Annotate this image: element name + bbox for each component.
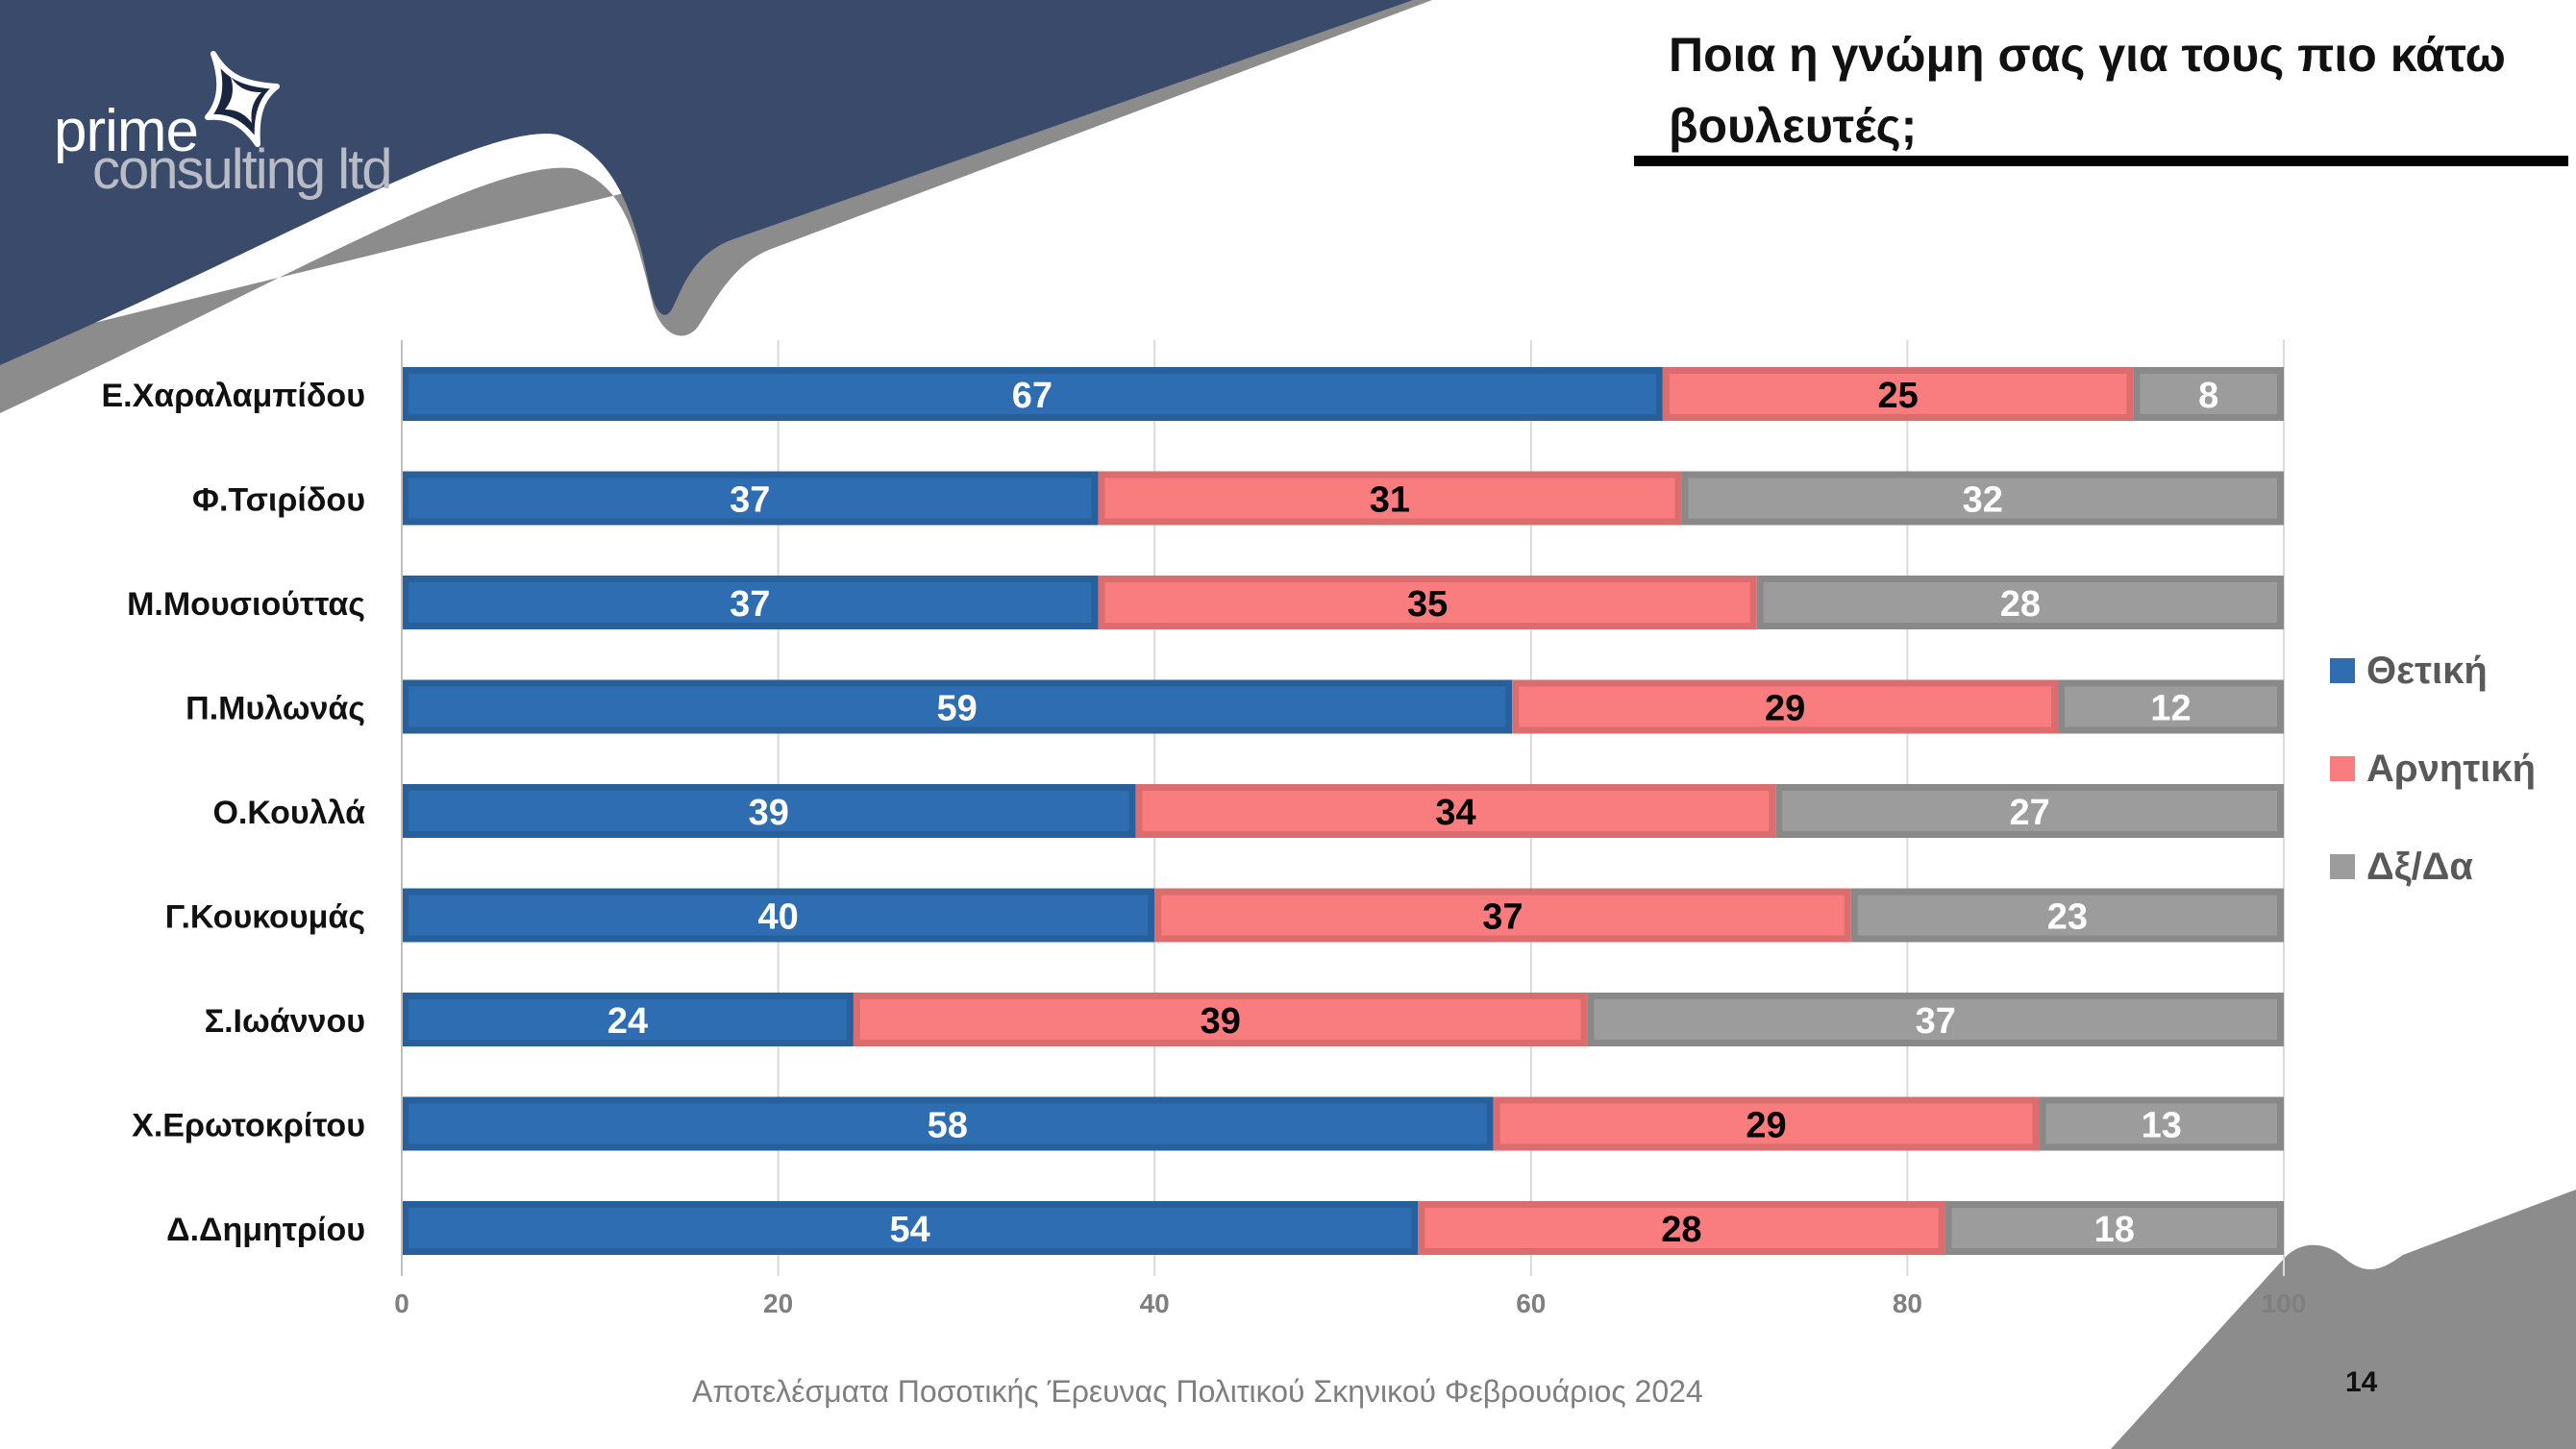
bar-segment-inner bbox=[2065, 686, 2277, 727]
data-label: 59 bbox=[936, 689, 977, 729]
data-label: 54 bbox=[890, 1210, 930, 1250]
slide-title: Ποια η γνώμη σας για τους πιο κάτω βουλε… bbox=[1669, 28, 2506, 153]
legend-swatch-dk bbox=[2330, 854, 2355, 879]
data-label: 25 bbox=[1877, 376, 1918, 416]
legend-swatch-negative bbox=[2330, 756, 2355, 781]
bar-segment-inner bbox=[409, 791, 1129, 831]
data-label: 39 bbox=[749, 793, 789, 833]
x-tick-label: 40 bbox=[1140, 1289, 1170, 1318]
data-label: 37 bbox=[1482, 897, 1523, 938]
data-label: 37 bbox=[730, 480, 770, 521]
data-label: 18 bbox=[2094, 1210, 2135, 1250]
bar-segment-inner bbox=[1104, 478, 1675, 519]
x-tick-label: 20 bbox=[763, 1289, 793, 1318]
bar-segment-inner bbox=[409, 1208, 1412, 1248]
data-label: 23 bbox=[2047, 897, 2088, 938]
company-logo: prime consulting ltd bbox=[50, 48, 396, 202]
data-label: 67 bbox=[1012, 376, 1053, 416]
bar-segment-inner bbox=[1519, 686, 2052, 727]
bar-segment-inner bbox=[1857, 895, 2277, 936]
bar-segment-inner bbox=[409, 1103, 1487, 1144]
data-label: 34 bbox=[1435, 793, 1475, 833]
logo-text-consulting: consulting ltd bbox=[92, 138, 393, 201]
corner-grey-shape bbox=[2111, 1190, 2576, 1449]
legend-item-positive: Θετική bbox=[2330, 646, 2536, 696]
legend-swatch-positive bbox=[2330, 658, 2355, 683]
data-label: 37 bbox=[730, 584, 770, 625]
page-number: 14 bbox=[2345, 1366, 2378, 1398]
category-label: Π.Μυλωνάς bbox=[186, 691, 365, 727]
data-label: 24 bbox=[607, 1001, 648, 1042]
category-label: Σ.Ιωάννου bbox=[205, 1003, 365, 1040]
data-label: 13 bbox=[2142, 1106, 2182, 1146]
bar-segment-inner bbox=[1763, 582, 2277, 623]
bar-segment-inner bbox=[1951, 1208, 2277, 1248]
data-label: 32 bbox=[1963, 480, 2003, 521]
data-label: 27 bbox=[2010, 793, 2050, 833]
bar-segment-inner bbox=[409, 478, 1092, 519]
header-navy-shape bbox=[0, 0, 1413, 365]
bar-segment-inner bbox=[1669, 374, 2127, 414]
data-label: 35 bbox=[1407, 584, 1448, 625]
bar-segment-inner bbox=[1594, 999, 2277, 1040]
category-label: Χ.Ερωτοκρίτου bbox=[132, 1108, 365, 1144]
category-label: Δ.Δημητρίου bbox=[166, 1212, 365, 1248]
bar-segment-inner bbox=[1499, 1103, 2033, 1144]
category-label: Μ.Μουσιούττας bbox=[127, 586, 365, 623]
bar-segment-inner bbox=[1424, 1208, 1939, 1248]
bar-segment-inner bbox=[859, 999, 1581, 1040]
legend-label-dk: Δξ/Δα bbox=[2366, 845, 2474, 888]
bar-segment-inner bbox=[409, 686, 1506, 727]
data-label: 8 bbox=[2198, 376, 2218, 416]
bar-segment-inner bbox=[1688, 478, 2277, 519]
data-label: 37 bbox=[1916, 1001, 1956, 1042]
legend-label-negative: Αρνητική bbox=[2366, 747, 2537, 790]
data-label: 29 bbox=[1765, 689, 1805, 729]
data-label: 31 bbox=[1370, 480, 1410, 521]
data-label: 29 bbox=[1746, 1106, 1786, 1146]
category-label: Ο.Κουλλά bbox=[212, 795, 365, 831]
category-label: Φ.Τσιρίδου bbox=[192, 482, 365, 519]
logo-star-icon bbox=[205, 51, 280, 147]
x-tick-label: 0 bbox=[394, 1289, 409, 1318]
logo-text-prime: prime bbox=[54, 98, 199, 164]
bar-segment-inner bbox=[409, 999, 847, 1040]
category-label: Γ.Κουκουμάς bbox=[165, 899, 365, 936]
data-label: 40 bbox=[757, 897, 798, 938]
slide-footer: Αποτελέσματα Ποσοτικής Έρευνας Πολιτικού… bbox=[692, 1374, 1703, 1409]
data-label: 12 bbox=[2150, 689, 2191, 729]
bar-segment-inner bbox=[1104, 582, 1750, 623]
bar-segment-inner bbox=[409, 895, 1149, 936]
x-tick-label: 100 bbox=[2262, 1289, 2307, 1318]
x-tick-label: 80 bbox=[1893, 1289, 1922, 1318]
x-tick-label: 60 bbox=[1516, 1289, 1546, 1318]
data-label: 28 bbox=[2000, 584, 2041, 625]
data-label: 28 bbox=[1661, 1210, 1701, 1250]
data-label: 58 bbox=[928, 1106, 968, 1146]
bar-segment-inner bbox=[2045, 1103, 2277, 1144]
legend-item-negative: Αρνητική bbox=[2330, 744, 2536, 794]
legend-item-dk: Δξ/Δα bbox=[2330, 842, 2536, 892]
bar-segment-inner bbox=[409, 374, 1656, 414]
chart-legend: Θετική Αρνητική Δξ/Δα bbox=[2330, 646, 2536, 940]
bar-segment-inner bbox=[1142, 791, 1770, 831]
data-label: 39 bbox=[1201, 1001, 1241, 1042]
legend-label-positive: Θετική bbox=[2366, 649, 2488, 692]
bar-segment-inner bbox=[1782, 791, 2277, 831]
bar-segment-inner bbox=[1161, 895, 1845, 936]
bar-segment-inner bbox=[409, 582, 1092, 623]
bar-segment-inner bbox=[2140, 374, 2277, 414]
title-underline bbox=[1634, 156, 2568, 166]
category-label: Ε.Χαραλαμπίδου bbox=[102, 378, 366, 414]
